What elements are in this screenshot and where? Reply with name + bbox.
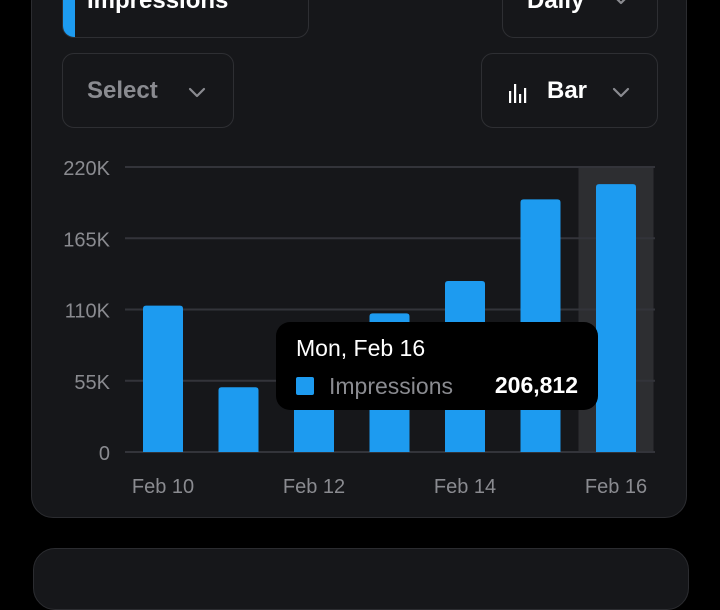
active-accent xyxy=(63,0,75,37)
chevron-down-icon xyxy=(612,87,630,98)
bar xyxy=(218,387,259,452)
period-dropdown-label: Daily xyxy=(527,0,585,14)
bar xyxy=(143,305,183,452)
x-tick-label: Feb 16 xyxy=(585,476,647,498)
y-tick-label: 165K xyxy=(63,229,110,251)
y-tick-label: 110K xyxy=(65,301,111,323)
x-tick-label: Feb 12 xyxy=(283,476,345,498)
impressions-bar-chart: 0 55K 110K 165K 220K Feb 10 Feb 12 Feb 14 Feb 16 xyxy=(63,158,655,498)
chart-type-label: Bar xyxy=(547,77,588,104)
metric-dropdown-label: Impressions xyxy=(87,0,229,14)
x-tick-label: Feb 14 xyxy=(434,476,496,498)
chevron-down-icon xyxy=(616,0,626,5)
chevron-down-icon xyxy=(188,87,206,98)
select-dropdown[interactable]: Select xyxy=(62,53,234,128)
metric-dropdown[interactable]: Impressions xyxy=(62,0,309,38)
tooltip-date: Mon, Feb 16 xyxy=(296,335,426,361)
y-tick-label: 55K xyxy=(74,372,110,394)
chart-tooltip: Mon, Feb 16 Impressions 206,812 xyxy=(276,322,598,410)
y-tick-label: 0 xyxy=(99,443,110,465)
select-dropdown-label: Select xyxy=(87,77,158,104)
tooltip-series-swatch xyxy=(296,377,314,395)
period-dropdown[interactable]: Daily xyxy=(502,0,658,38)
tooltip-series-name: Impressions xyxy=(329,373,453,399)
bar xyxy=(596,184,636,452)
chart-type-dropdown[interactable]: Bar xyxy=(481,53,658,128)
tooltip-value: 206,812 xyxy=(494,372,578,398)
y-tick-label: 220K xyxy=(63,158,110,180)
x-tick-label: Feb 10 xyxy=(132,476,194,498)
bar-chart-icon xyxy=(509,84,527,103)
